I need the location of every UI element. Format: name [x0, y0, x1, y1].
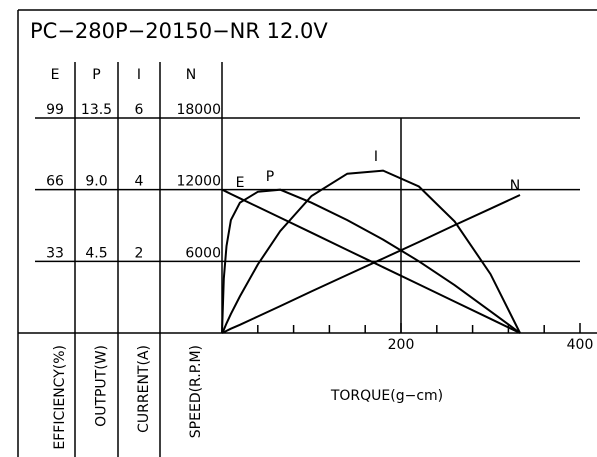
column-header: N [186, 67, 196, 83]
y-tick-label: 99 [46, 102, 64, 118]
y-tick-label: 66 [46, 174, 64, 190]
y-tick-label: 6 [135, 102, 144, 118]
curve-label: N [510, 178, 520, 194]
column-header: I [137, 67, 141, 83]
column-header: E [51, 67, 60, 83]
y-axis-label: EFFICIENCY(%) [52, 345, 68, 450]
x-tick-label: 200 [388, 337, 415, 353]
y-tick-label: 33 [46, 245, 64, 261]
curve [221, 188, 521, 334]
y-axis-label: OUTPUT(W) [94, 345, 110, 427]
curve-label: P [266, 169, 274, 185]
y-tick-label: 4 [135, 174, 144, 190]
y-tick-label: 6000 [185, 245, 221, 261]
y-axis-label: CURRENT(A) [136, 345, 152, 433]
y-tick-label: 2 [135, 245, 144, 261]
curve [221, 188, 521, 334]
chart-title: PC−280P−20150−NR 12.0V [30, 19, 328, 43]
column-header: P [92, 67, 100, 83]
y-axis-label: SPEED(R.P.M) [188, 345, 204, 438]
x-tick-label: 400 [567, 337, 594, 353]
y-tick-label: 9.0 [85, 174, 107, 190]
curve-label: I [374, 149, 378, 165]
y-tick-label: 13.5 [81, 102, 112, 118]
y-tick-label: 18000 [176, 102, 221, 118]
y-tick-label: 12000 [176, 174, 221, 190]
curve [221, 169, 521, 334]
curve-label: E [236, 175, 245, 191]
x-axis-label: TORQUE(g−cm) [330, 388, 443, 404]
y-tick-label: 4.5 [85, 245, 107, 261]
curve [221, 194, 521, 334]
